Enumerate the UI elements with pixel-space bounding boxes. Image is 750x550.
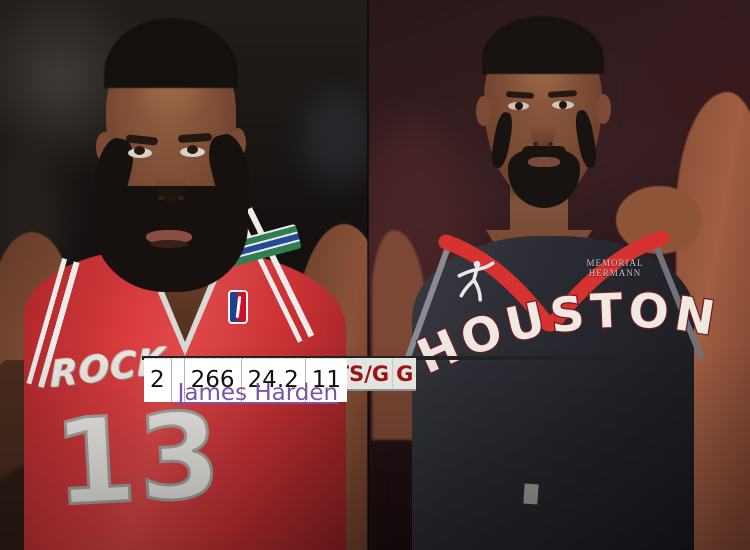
ear xyxy=(476,96,491,126)
jumpman-logo xyxy=(457,260,495,302)
nba-logo xyxy=(228,290,248,324)
lips xyxy=(528,157,560,167)
ptsg-cell: 24.2 xyxy=(241,358,306,402)
durant-jersey xyxy=(412,236,694,550)
patch-line-1: MEMORIAL xyxy=(572,258,658,268)
vignette xyxy=(0,0,368,550)
table-row: 2 James Harden 266 24.2 11 xyxy=(144,358,348,407)
mouth xyxy=(150,240,188,248)
iris xyxy=(515,102,523,110)
ear xyxy=(596,94,611,124)
rank-cell: 2 xyxy=(144,358,172,402)
vignette xyxy=(368,0,750,550)
photo-kevin-durant: MEMORIAL HERMANN HOUSTON xyxy=(368,0,750,550)
nose xyxy=(530,108,556,148)
patch-line-2: HERMANN xyxy=(572,268,658,278)
photo-divider xyxy=(367,0,369,550)
iris xyxy=(187,145,198,154)
player-cell: James Harden xyxy=(171,358,339,407)
iris xyxy=(134,146,145,155)
iris xyxy=(559,101,567,109)
mustache xyxy=(522,146,566,158)
stats-table: Rk Player PTS PTS/G G 1 Kevin Durant 276… xyxy=(142,356,613,406)
nostrils xyxy=(158,196,164,200)
memorial-hermann-patch: MEMORIAL HERMANN xyxy=(572,258,658,279)
col-header-g[interactable]: G xyxy=(392,358,417,391)
photo-james-harden: ROCK 13 xyxy=(0,0,368,550)
player-link-james-harden[interactable]: James Harden xyxy=(177,380,339,407)
mustache xyxy=(134,212,208,232)
houston-wordmark-svg: HOUSTON xyxy=(409,274,730,388)
games-cell: 11 xyxy=(305,358,348,402)
nose xyxy=(156,158,186,202)
nostrils xyxy=(533,142,538,146)
pts-cell: 266 xyxy=(184,358,242,402)
background-blur xyxy=(300,90,368,185)
